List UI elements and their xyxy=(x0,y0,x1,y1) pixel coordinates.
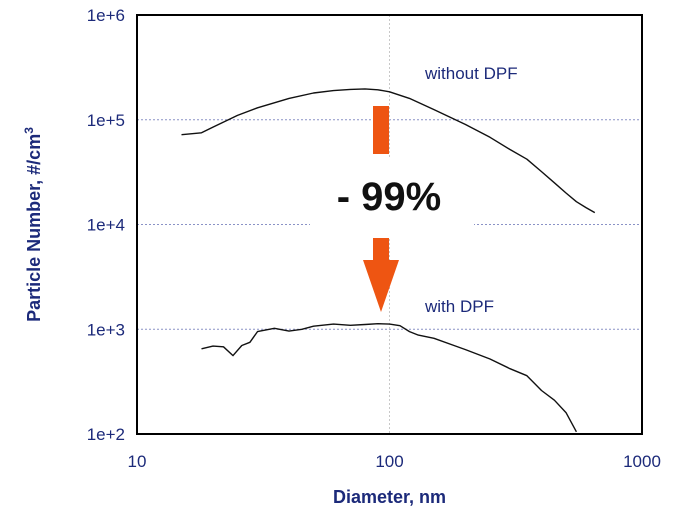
series-line-with-dpf xyxy=(201,323,578,433)
x-tick-label: 100 xyxy=(375,452,403,471)
arrow-shaft-top xyxy=(373,106,389,154)
reduction-percent-label: - 99% xyxy=(337,175,442,219)
series-label-with-dpf: with DPF xyxy=(424,297,494,316)
reduction-annotation: - 99% xyxy=(310,106,474,312)
y-tick-label: 1e+6 xyxy=(87,6,125,25)
y-tick-label: 1e+4 xyxy=(87,216,125,235)
y-axis-title-superscript: 3 xyxy=(22,127,36,134)
arrow-shaft-bottom xyxy=(373,238,389,260)
y-tick-label: 1e+5 xyxy=(87,111,125,130)
x-tick-label: 1000 xyxy=(623,452,661,471)
plot-frame xyxy=(136,14,643,435)
x-axis-title: Diameter, nm xyxy=(333,487,446,507)
series-label-without-dpf: without DPF xyxy=(424,64,518,83)
series-lines xyxy=(181,88,596,433)
y-tick-label: 1e+3 xyxy=(87,320,125,339)
x-tick-label: 10 xyxy=(128,452,147,471)
y-tick-label: 1e+2 xyxy=(87,425,125,444)
annotation-backdrop xyxy=(310,158,474,238)
series-line-without-dpf xyxy=(181,88,596,214)
tick-labels: 1e+6 1e+5 1e+4 1e+3 1e+210 100 1000 xyxy=(87,6,661,471)
series-labels: without DPF with DPF xyxy=(424,64,518,316)
grid-lines xyxy=(137,15,642,434)
arrow-head-down-icon xyxy=(363,260,399,312)
y-axis-title: Particle Number, #/cm3 xyxy=(22,127,44,322)
y-axis-title-main: Particle Number, #/cm xyxy=(24,134,44,322)
